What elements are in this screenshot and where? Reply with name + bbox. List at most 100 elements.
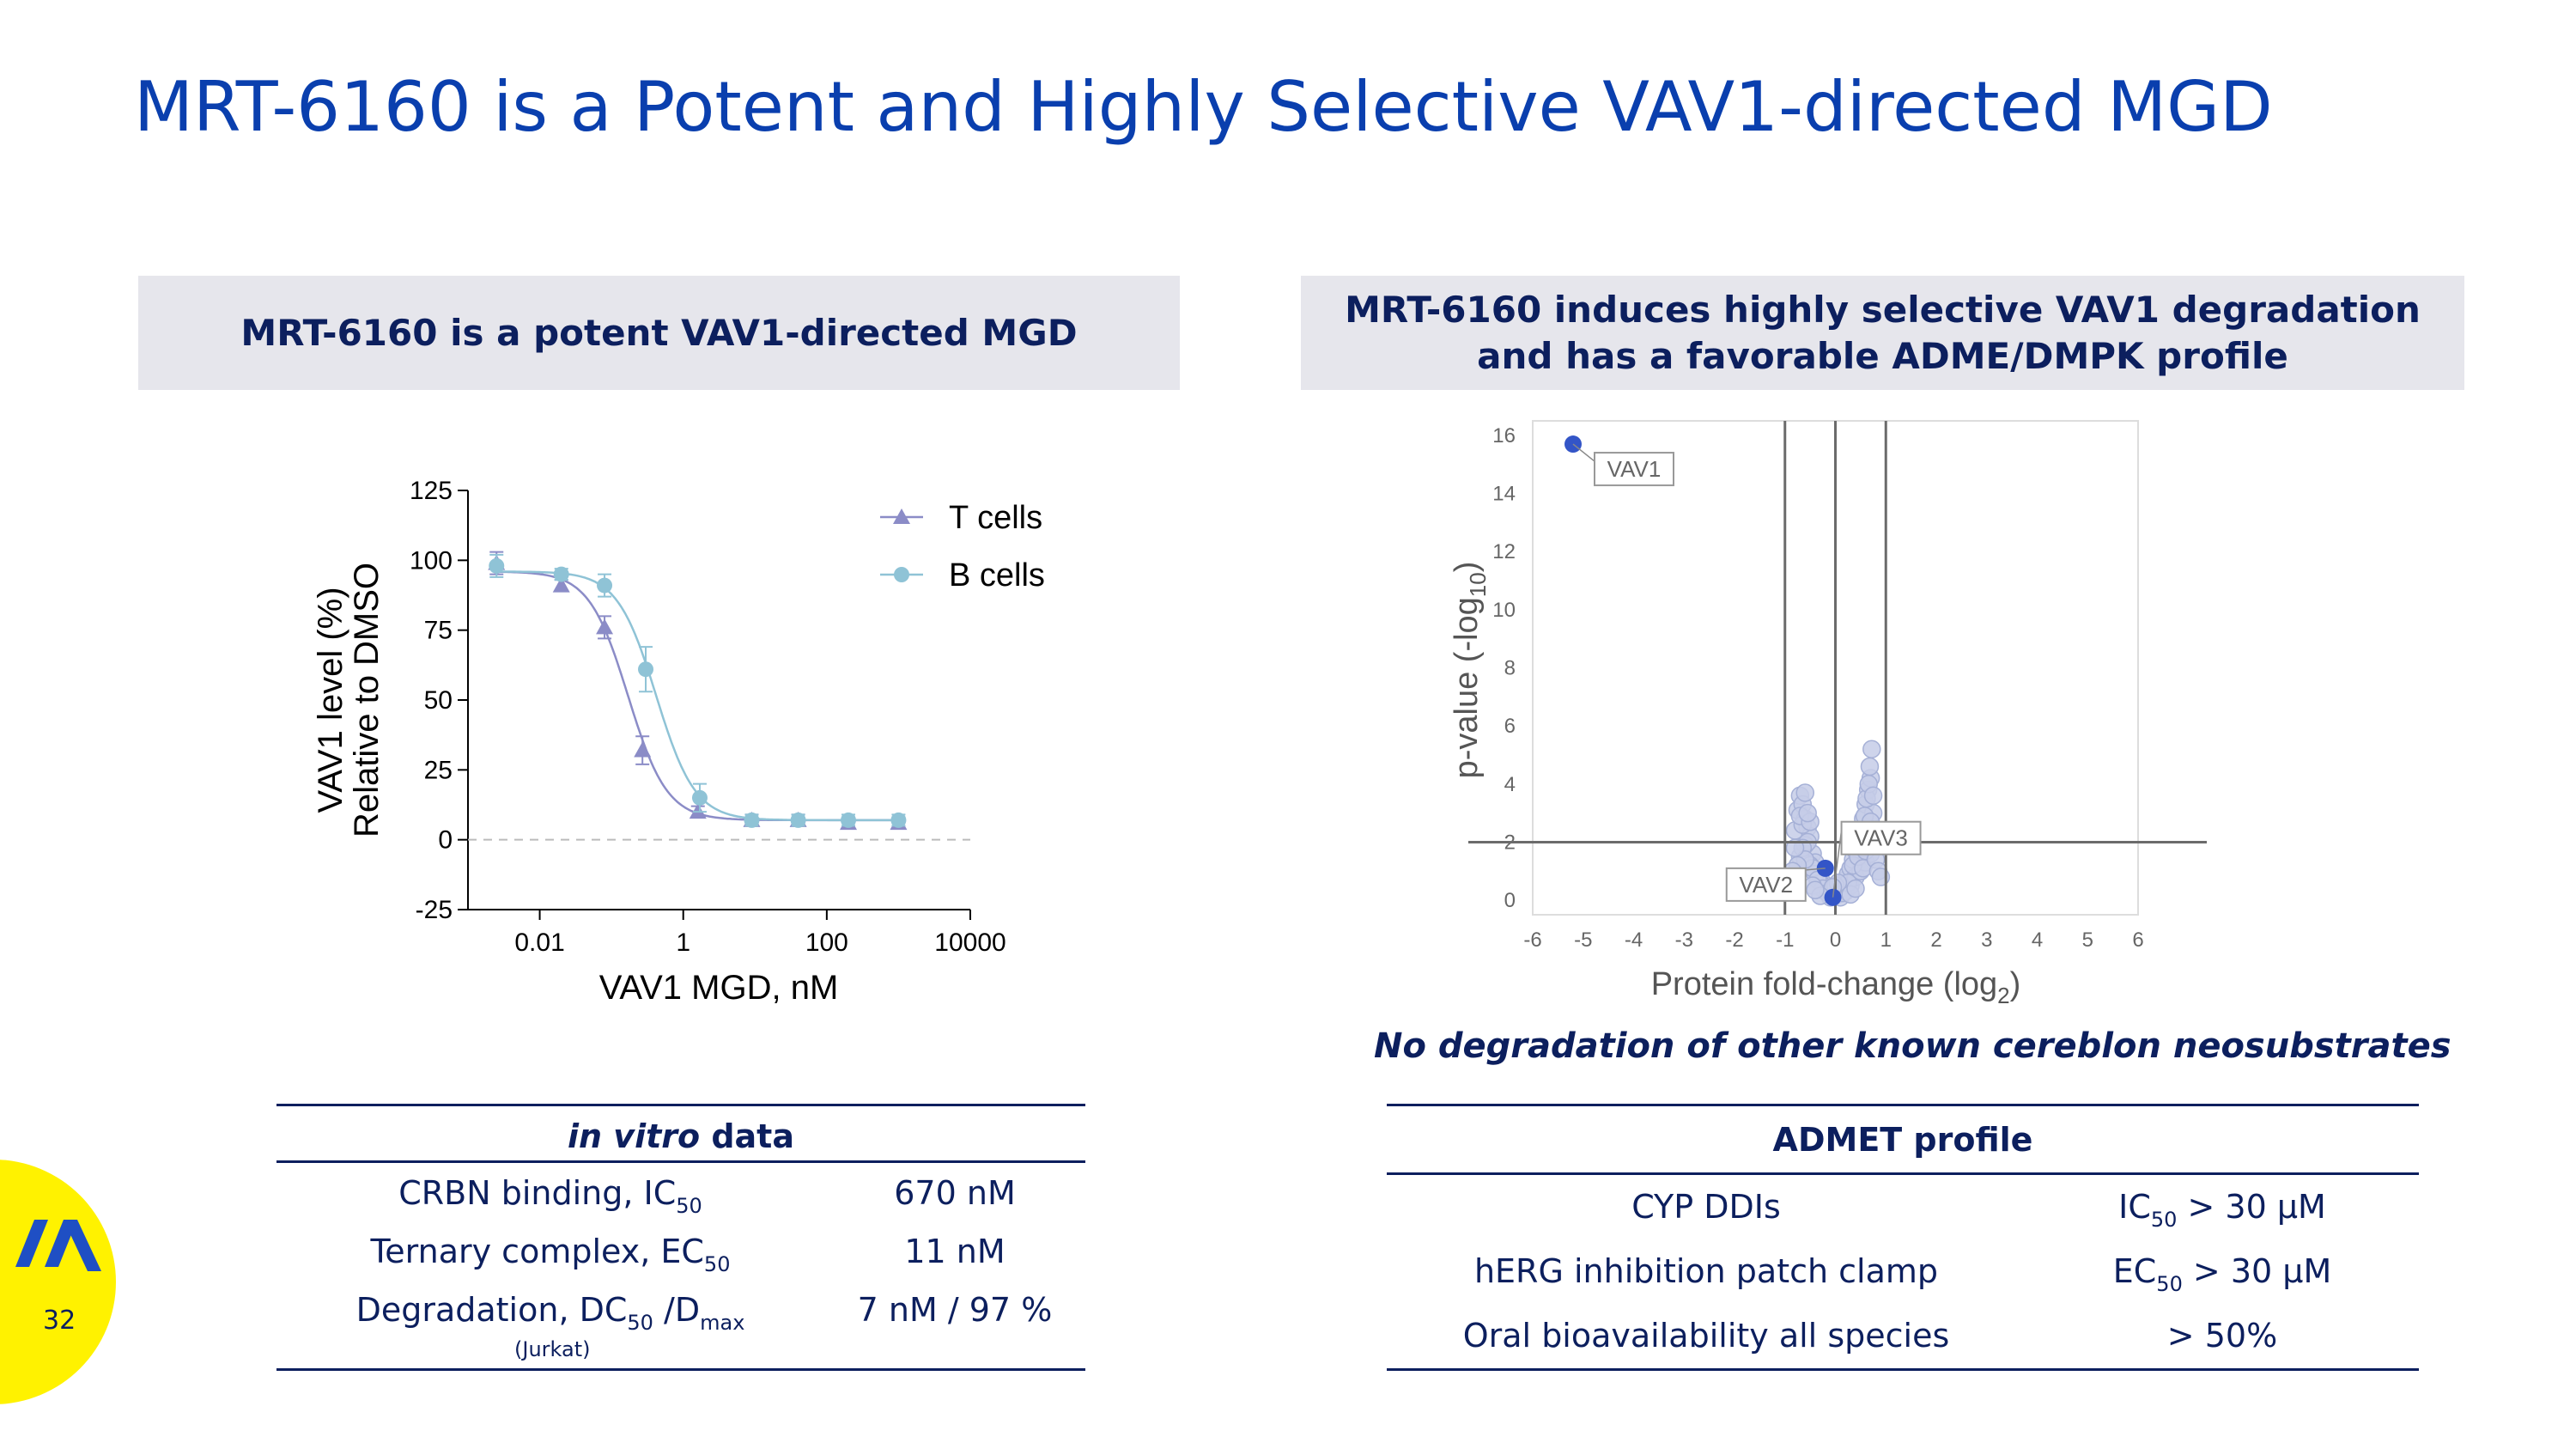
table-row-value: 7 nM / 97 % <box>857 1291 1053 1329</box>
volcano-y-tick-label: 8 <box>1504 657 1516 680</box>
volcano-point <box>1806 880 1825 899</box>
dose-y-tick-label: 50 <box>424 686 453 715</box>
right-panel-header-line2: and has a favorable ADME/DMPK profile <box>1477 334 2288 377</box>
dose-y-label-line1: VAV1 level (%) <box>312 587 349 813</box>
table-row-value: IC50 > 30 µM <box>2118 1188 2326 1232</box>
dose-y-tick-label: 100 <box>410 546 453 575</box>
jurkat-footnote: (Jurkat) <box>514 1337 591 1361</box>
dose-point-t-cells <box>634 741 652 758</box>
volcano-x-tick-label: -2 <box>1725 928 1743 952</box>
volcano-point-label: VAV3 <box>1854 825 1908 851</box>
table-row-value: 670 nM <box>894 1174 1016 1212</box>
volcano-y-tick-label: 0 <box>1504 889 1516 912</box>
dose-point-t-cells <box>689 803 707 819</box>
dose-y-tick-label: 75 <box>424 617 453 645</box>
dose-point-t-cells <box>596 618 614 635</box>
dose-y-tick-label: 25 <box>424 756 453 784</box>
volcano-point <box>1862 740 1881 758</box>
volcano-x-tick-label: 3 <box>1981 928 1992 952</box>
table-rule <box>276 1104 1085 1106</box>
volcano-x-tick-label: -1 <box>1776 928 1794 952</box>
table-rule <box>1387 1172 2419 1175</box>
dose-y-tick-label: 125 <box>410 477 453 505</box>
dose-point-b-cells <box>790 812 806 828</box>
dose-point-b-cells <box>489 557 505 574</box>
legend-label: T cells <box>949 500 1042 536</box>
table-rule <box>1387 1104 2419 1106</box>
dose-point-b-cells <box>841 812 857 828</box>
volcano-x-tick-label: -6 <box>1523 928 1541 952</box>
volcano-y-tick-label: 14 <box>1492 483 1516 506</box>
dose-point-t-cells <box>552 576 570 593</box>
dose-x-tick-label: 0.01 <box>514 928 564 957</box>
volcano-y-tick-label: 16 <box>1492 424 1516 447</box>
table-row-value: 11 nM <box>904 1233 1005 1270</box>
volcano-point <box>1860 757 1880 776</box>
volcano-label-leader <box>1832 830 1843 898</box>
neosubstrate-note: No degradation of other known cereblon n… <box>1374 1026 2451 1066</box>
table-row-label: CYP DDIs <box>1631 1188 1781 1226</box>
dose-x-tick-label: 1 <box>676 928 690 957</box>
company-logo-icon <box>15 1220 101 1271</box>
table-row-label: Degradation, DC50 /Dmax <box>355 1291 745 1335</box>
volcano-point <box>1863 786 1883 806</box>
volcano-x-tick-label: -5 <box>1574 928 1592 952</box>
volcano-label-box <box>1840 820 1922 855</box>
dose-x-tick-label: 100 <box>805 928 848 957</box>
dose-fit-curve-0 <box>496 570 899 822</box>
dose-point-b-cells <box>744 812 760 828</box>
volcano-label-box <box>1725 867 1807 902</box>
dose-response-chart: -25 0 25 50 75 100 125 0.01 1 100 10000 VAV1 MGD, … <box>312 477 1045 1007</box>
volcano-x-tick-label: 0 <box>1830 928 1841 952</box>
dose-fit-curve-1 <box>496 570 899 822</box>
dose-legend: T cells B cells <box>880 500 1045 594</box>
dose-x-tick-label: 10000 <box>934 928 1005 957</box>
volcano-x-tick-label: 5 <box>2082 928 2093 952</box>
dose-y-tick-label: -25 <box>416 896 453 924</box>
volcano-x-label: Protein fold-change (log2) <box>1651 966 2021 1008</box>
page-number: 32 <box>43 1306 76 1336</box>
dose-point-b-cells <box>638 661 654 678</box>
dose-point-b-cells <box>691 789 708 806</box>
volcano-y-tick-label: 12 <box>1492 540 1516 563</box>
volcano-x-tick-label: 6 <box>2132 928 2143 952</box>
dose-x-label: VAV1 MGD, nM <box>599 969 839 1007</box>
table-rule <box>276 1368 1085 1371</box>
volcano-plot: -6-5-4-3-2-101234560246810121416 VAV1VAV… <box>1449 420 2207 1008</box>
right-panel-header-line1: MRT-6160 induces highly selective VAV1 d… <box>1345 288 2421 331</box>
dose-point-b-cells <box>553 566 569 582</box>
volcano-x-tick-label: 2 <box>1930 928 1941 952</box>
right-panel-header: MRT-6160 induces highly selective VAV1 d… <box>1301 276 2464 390</box>
admet-table: ADMET profile CYP DDIs IC50 > 30 µM hERG… <box>1387 1104 2419 1371</box>
table-row-value: > 50% <box>2166 1317 2278 1355</box>
dose-point-b-cells <box>597 577 613 594</box>
volcano-point <box>1846 879 1865 898</box>
volcano-y-tick-label: 10 <box>1492 599 1516 622</box>
volcano-x-tick-label: 1 <box>1880 928 1892 952</box>
table-rule <box>1387 1368 2419 1371</box>
volcano-x-tick-label: 4 <box>2032 928 2043 952</box>
admet-table-title: ADMET profile <box>1772 1121 2033 1159</box>
legend-marker <box>893 508 910 524</box>
table-rule <box>276 1160 1085 1163</box>
legend-marker <box>894 567 909 582</box>
volcano-point-label: VAV2 <box>1739 872 1793 898</box>
table-row-label: Oral bioavailability all species <box>1462 1317 1950 1355</box>
dose-point-b-cells <box>890 812 907 828</box>
volcano-y-label: p-value (-log10) <box>1449 562 1491 779</box>
volcano-point-label: VAV1 <box>1607 456 1662 482</box>
dose-y-tick-label: 0 <box>438 826 453 855</box>
volcano-y-tick-label: 6 <box>1504 715 1516 738</box>
left-panel-header-text: MRT-6160 is a potent VAV1-directed MGD <box>240 311 1078 354</box>
volcano-point <box>1795 783 1814 802</box>
volcano-x-tick-label: -3 <box>1675 928 1693 952</box>
table-row-label: hERG inhibition patch clamp <box>1473 1252 1939 1290</box>
page-badge <box>0 1160 116 1404</box>
legend-label: B cells <box>949 557 1045 594</box>
dose-y-label-line2: Relative to DMSO <box>348 563 386 837</box>
volcano-y-tick-label: 4 <box>1504 773 1516 796</box>
slide-title: MRT-6160 is a Potent and Highly Selectiv… <box>134 67 2273 147</box>
left-panel-header: MRT-6160 is a potent VAV1-directed MGD <box>138 276 1180 390</box>
table-row-label: Ternary complex, EC50 <box>370 1233 731 1276</box>
volcano-label-box <box>1594 452 1674 487</box>
